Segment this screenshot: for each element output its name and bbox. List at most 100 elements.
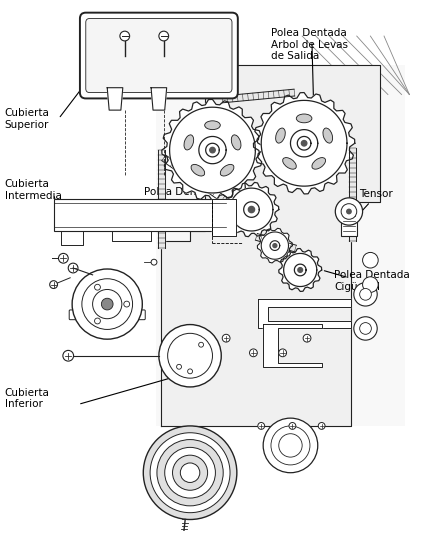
Text: Cubierta
Superior: Cubierta Superior	[5, 108, 50, 130]
Bar	[341, 202, 357, 236]
Polygon shape	[294, 264, 306, 276]
Text: Cubierta
Inferior: Cubierta Inferior	[5, 388, 50, 409]
Circle shape	[151, 259, 157, 265]
Polygon shape	[206, 143, 219, 157]
Polygon shape	[151, 88, 167, 110]
Bar	[156, 65, 405, 426]
Circle shape	[173, 455, 207, 490]
Ellipse shape	[204, 121, 220, 130]
Polygon shape	[261, 101, 347, 186]
Polygon shape	[279, 249, 322, 292]
Text: Polea Dentada
Cigüeñal: Polea Dentada Cigüeñal	[334, 270, 410, 292]
Circle shape	[157, 440, 223, 506]
Circle shape	[250, 349, 257, 357]
Circle shape	[263, 418, 318, 473]
Polygon shape	[291, 130, 318, 157]
Polygon shape	[170, 107, 255, 193]
Polygon shape	[261, 232, 288, 259]
Polygon shape	[284, 253, 317, 287]
Circle shape	[258, 422, 265, 429]
Circle shape	[341, 204, 357, 220]
Ellipse shape	[323, 128, 333, 143]
Circle shape	[143, 426, 237, 520]
Circle shape	[120, 31, 130, 41]
Circle shape	[210, 147, 215, 153]
FancyBboxPatch shape	[69, 310, 145, 320]
Circle shape	[180, 463, 200, 483]
Circle shape	[101, 298, 113, 310]
Circle shape	[271, 426, 310, 465]
Circle shape	[363, 252, 378, 268]
Polygon shape	[255, 233, 296, 252]
Circle shape	[63, 350, 74, 361]
FancyBboxPatch shape	[80, 13, 238, 98]
Polygon shape	[107, 88, 123, 110]
Circle shape	[354, 317, 377, 340]
Circle shape	[159, 31, 169, 41]
Circle shape	[68, 263, 78, 273]
Circle shape	[289, 422, 296, 429]
Text: Cubierta
Intermedia: Cubierta Intermedia	[5, 179, 62, 201]
Ellipse shape	[220, 165, 234, 176]
Circle shape	[222, 334, 230, 342]
Polygon shape	[257, 228, 292, 263]
Polygon shape	[263, 323, 322, 367]
Polygon shape	[258, 299, 351, 329]
Ellipse shape	[276, 128, 285, 143]
Polygon shape	[158, 150, 165, 247]
Polygon shape	[162, 155, 229, 204]
Ellipse shape	[312, 158, 325, 169]
Polygon shape	[297, 137, 311, 150]
Ellipse shape	[283, 158, 296, 169]
Circle shape	[346, 209, 352, 215]
Circle shape	[303, 334, 311, 342]
Ellipse shape	[191, 165, 204, 176]
Polygon shape	[199, 137, 226, 164]
Circle shape	[150, 433, 230, 513]
Ellipse shape	[184, 135, 194, 150]
Circle shape	[92, 289, 122, 318]
Circle shape	[124, 301, 130, 307]
Polygon shape	[244, 202, 259, 217]
Polygon shape	[162, 100, 263, 201]
Circle shape	[72, 269, 142, 339]
Text: Polea Dentada
Arbol deLevas
de Entrada: Polea Dentada Arbol deLevas de Entrada	[144, 187, 220, 221]
Circle shape	[301, 140, 307, 146]
Circle shape	[354, 282, 377, 306]
FancyBboxPatch shape	[86, 18, 232, 93]
Circle shape	[273, 244, 277, 247]
Circle shape	[335, 198, 363, 225]
Circle shape	[50, 281, 58, 288]
Polygon shape	[224, 182, 279, 237]
Ellipse shape	[231, 135, 241, 150]
Circle shape	[95, 318, 101, 324]
Polygon shape	[212, 199, 236, 236]
Polygon shape	[230, 188, 273, 231]
Circle shape	[177, 364, 181, 369]
Circle shape	[298, 267, 302, 272]
Circle shape	[279, 434, 302, 457]
Polygon shape	[349, 148, 356, 240]
Text: Tensor: Tensor	[359, 189, 392, 199]
Circle shape	[360, 288, 371, 300]
Circle shape	[165, 448, 216, 498]
Circle shape	[168, 334, 213, 378]
Polygon shape	[161, 65, 380, 426]
Circle shape	[248, 207, 255, 213]
Polygon shape	[253, 93, 355, 194]
Circle shape	[360, 323, 371, 334]
Polygon shape	[222, 89, 295, 103]
Circle shape	[95, 284, 101, 290]
Circle shape	[363, 277, 378, 292]
Circle shape	[187, 369, 193, 374]
Circle shape	[58, 253, 68, 263]
Circle shape	[82, 279, 132, 329]
Circle shape	[318, 422, 325, 429]
Polygon shape	[270, 240, 280, 251]
Text: Polea Dentada
Arbol de Levas
de Salida: Polea Dentada Arbol de Levas de Salida	[271, 29, 348, 61]
Circle shape	[279, 349, 287, 357]
Bar	[54, 199, 226, 231]
Ellipse shape	[296, 114, 312, 123]
Circle shape	[159, 324, 221, 387]
Circle shape	[199, 342, 204, 347]
